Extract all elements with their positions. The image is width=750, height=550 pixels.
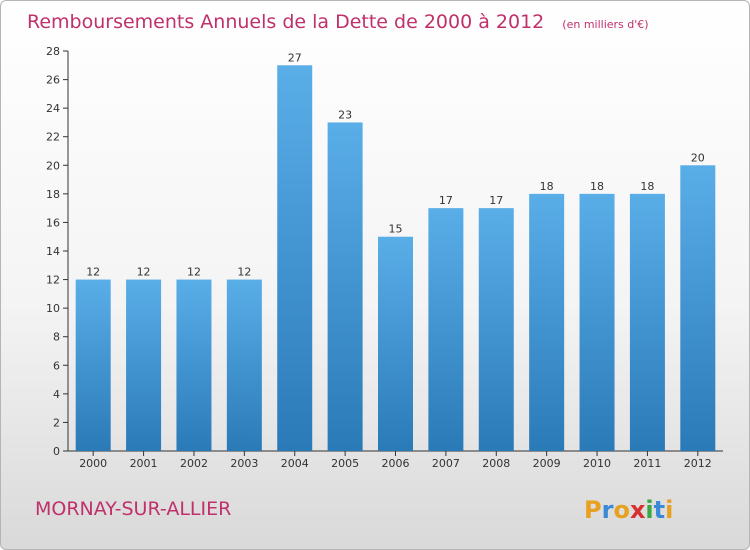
y-tick-label: 8 xyxy=(53,331,60,344)
bars-group: 12 12 12 12 27 23 15 17 17 18 18 18 20 xyxy=(75,51,716,452)
y-tick-label: 16 xyxy=(46,216,60,229)
bar-2004 xyxy=(277,65,313,452)
x-tick-label-2007: 2007 xyxy=(432,457,460,470)
value-label-2006: 15 xyxy=(389,223,403,236)
y-tick-label: 18 xyxy=(46,188,60,201)
x-tick-label-2004: 2004 xyxy=(281,457,309,470)
bar-2010 xyxy=(579,193,615,451)
value-label-2004: 27 xyxy=(288,51,302,64)
y-tick-label: 12 xyxy=(46,274,60,287)
x-tick-label-2009: 2009 xyxy=(533,457,561,470)
y-tick-label: 22 xyxy=(46,131,60,144)
value-label-2009: 18 xyxy=(540,180,554,193)
bar-2011 xyxy=(629,193,665,451)
y-tick-label: 2 xyxy=(53,416,60,429)
bar-2005 xyxy=(327,122,363,451)
chart-unit-note: (en milliers d'€) xyxy=(562,18,648,31)
value-label-2002: 12 xyxy=(187,266,201,279)
logo-letter: i xyxy=(665,496,673,524)
bar-2003 xyxy=(226,279,262,451)
bar-2000 xyxy=(75,279,111,451)
y-tick-label: 20 xyxy=(46,159,60,172)
value-label-2003: 12 xyxy=(237,266,251,279)
x-tick-label-2006: 2006 xyxy=(382,457,410,470)
y-tick-label: 28 xyxy=(46,45,60,58)
bar-2007 xyxy=(428,208,464,451)
y-tick-label: 0 xyxy=(53,445,60,458)
value-label-2010: 18 xyxy=(590,180,604,193)
y-tick-label: 24 xyxy=(46,102,60,115)
value-label-2008: 17 xyxy=(489,194,503,207)
logo-letter: i xyxy=(645,496,653,524)
x-tick-label-2011: 2011 xyxy=(633,457,661,470)
x-tick-label-2005: 2005 xyxy=(331,457,359,470)
logo-letter: o xyxy=(613,496,630,524)
bar-2012 xyxy=(680,165,716,452)
value-label-2007: 17 xyxy=(439,194,453,207)
bar-2002 xyxy=(176,279,212,451)
bar-2009 xyxy=(529,193,565,451)
value-label-2012: 20 xyxy=(691,151,705,164)
bar-2001 xyxy=(126,279,162,451)
chart-title-main: Remboursements Annuels de la Dette de 20… xyxy=(27,11,544,33)
bar-2006 xyxy=(378,236,413,451)
x-tick-label-2001: 2001 xyxy=(130,457,158,470)
y-tick-label: 14 xyxy=(46,245,60,258)
x-tick-label-2003: 2003 xyxy=(230,457,258,470)
value-label-2011: 18 xyxy=(640,180,654,193)
x-tick-label-2002: 2002 xyxy=(180,457,208,470)
value-label-2005: 23 xyxy=(338,108,352,121)
x-tick-label-2012: 2012 xyxy=(684,457,712,470)
logo-letter: r xyxy=(602,496,614,524)
y-tick-label: 4 xyxy=(53,388,60,401)
x-tick-label-2010: 2010 xyxy=(583,457,611,470)
x-axis-ticks: 2000 2001 2002 2003 2004 2005 2006 2007 2008 2009… xyxy=(79,451,712,470)
x-tick-label-2000: 2000 xyxy=(79,457,107,470)
y-tick-label: 26 xyxy=(46,74,60,87)
logo-letter: x xyxy=(630,496,646,524)
logo-letter: P xyxy=(584,496,602,524)
logo-letter: t xyxy=(654,496,665,524)
chart-title: Remboursements Annuels de la Dette de 20… xyxy=(27,11,649,33)
value-label-2000: 12 xyxy=(86,266,100,279)
commune-name: MORNAY-SUR-ALLIER xyxy=(35,498,231,520)
x-tick-label-2008: 2008 xyxy=(482,457,510,470)
value-label-2001: 12 xyxy=(137,266,151,279)
y-tick-label: 6 xyxy=(53,359,60,372)
proxiti-logo: Proxiti xyxy=(584,496,673,524)
y-tick-label: 10 xyxy=(46,302,60,315)
bar-2008 xyxy=(478,208,514,451)
